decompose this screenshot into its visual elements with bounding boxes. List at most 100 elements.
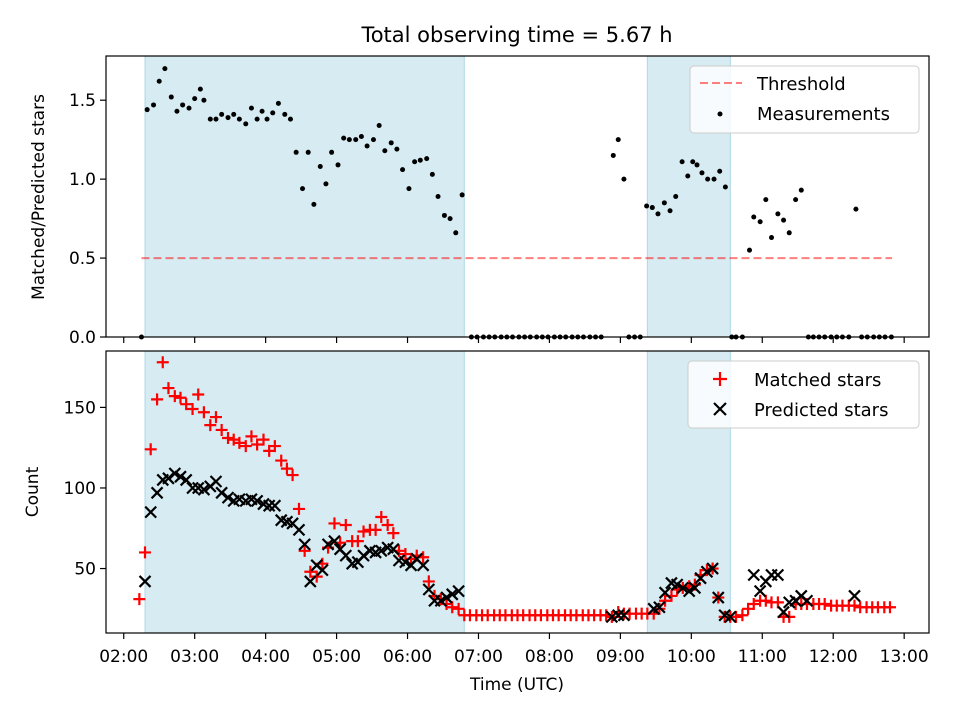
x-tick-label: 12:00 [809, 647, 858, 667]
measurement-point [174, 108, 180, 114]
measurement-point [162, 66, 168, 72]
matched-star-marker [375, 510, 388, 523]
measurement-point [248, 105, 254, 111]
predicted-star-marker [292, 523, 306, 537]
bottom-legend: Matched stars Predicted stars [687, 360, 920, 429]
predicted-star-marker [168, 467, 182, 480]
measurement-point [711, 176, 717, 182]
measurement-point [317, 164, 323, 170]
matched-star-marker [292, 502, 305, 515]
matched-star-marker [268, 440, 281, 453]
measurement-point [225, 115, 231, 121]
measurement-point [690, 159, 696, 165]
matched-star-marker [304, 565, 317, 578]
measurement-point [424, 156, 430, 162]
measurement-point [382, 148, 388, 154]
matched-star-marker [736, 609, 749, 622]
predicted-star-marker [617, 608, 631, 622]
measurement-point [270, 110, 276, 116]
measurement-point [793, 197, 799, 203]
matched-star-marker [275, 454, 288, 467]
measurement-point [768, 235, 774, 241]
x-tick-label: 02:00 [99, 647, 148, 667]
predicted-star-marker [174, 470, 187, 483]
measurement-point [763, 197, 769, 203]
measurement-point [243, 121, 249, 127]
predicted-star-marker [316, 563, 329, 577]
predicted-star-marker [197, 483, 211, 496]
matched-star-marker [192, 388, 205, 401]
measurement-point [441, 212, 447, 218]
shaded-interval [144, 55, 465, 338]
matched-star-marker [174, 391, 187, 404]
legend-measurements-label: Measurements [757, 104, 890, 125]
x-tick-label: 10:00 [667, 647, 716, 667]
measurement-point [673, 194, 679, 199]
predicted-star-marker [724, 610, 737, 624]
matched-star-marker [387, 527, 400, 540]
matched-star-marker [771, 596, 784, 609]
legend-matched-label: Matched stars [754, 370, 881, 391]
predicted-star-marker [144, 505, 157, 519]
x-tick-label: 03:00 [170, 647, 219, 667]
predicted-star-marker [747, 568, 761, 582]
x-tick-label: 09:00 [596, 647, 645, 667]
predicted-star-marker [777, 605, 790, 619]
top-x-ticks [123, 337, 905, 343]
measurement-point [717, 168, 723, 174]
predicted-star-marker [653, 600, 666, 614]
measurement-point [775, 211, 781, 217]
matched-star-marker [446, 601, 459, 614]
predicted-star-marker [298, 538, 311, 551]
matched-star-marker [133, 593, 146, 606]
measurement-point [621, 176, 627, 182]
measurement-point [254, 116, 260, 122]
matched-star-marker [222, 432, 235, 445]
measurement-point [151, 102, 157, 108]
predicted-star-marker [422, 583, 436, 596]
predicted-star-marker [676, 581, 690, 595]
measurement-point [747, 247, 753, 253]
top-legend-frame [689, 65, 920, 134]
matched-star-marker [848, 599, 861, 612]
measurement-point [293, 149, 299, 155]
predicted-star-marker [753, 584, 767, 598]
predicted-star-marker [209, 475, 223, 488]
top-shaded-intervals [144, 55, 731, 338]
measurement-point [364, 143, 370, 149]
bottom-x-ticks: 02:00 03:00 04:00 05:00 06:00 07:00 08:00 09:00… [99, 633, 929, 667]
measurement-point [370, 137, 376, 143]
measurement-point [705, 176, 711, 182]
measurement-point [300, 186, 306, 192]
matched-star-marker [818, 597, 831, 610]
matched-star-marker [286, 469, 299, 482]
predicted-star-marker [445, 588, 459, 601]
predicted-star-marker [328, 534, 341, 548]
predicted-star-marker [800, 594, 814, 608]
measurement-point [798, 187, 804, 193]
predicted-star-marker [339, 549, 353, 562]
measurement-point [282, 111, 288, 117]
top-axes-frame [105, 55, 930, 338]
predicted-star-marker [712, 591, 725, 604]
measurement-point [197, 86, 203, 92]
matched-star-marker [257, 433, 270, 446]
predicted-star-points [138, 467, 861, 624]
matched-star-marker [144, 443, 157, 456]
matched-star-marker [204, 419, 217, 432]
matched-star-marker [310, 570, 323, 583]
measurement-point [346, 137, 352, 143]
predicted-star-marker [452, 584, 465, 598]
measurement-point [236, 116, 242, 122]
matched-star-marker [653, 602, 666, 615]
predicted-star-marker [434, 594, 448, 608]
matched-star-marker [747, 597, 760, 610]
predicted-star-marker [688, 581, 702, 595]
matched-star-marker [168, 390, 181, 403]
legend-matched-swatch [713, 372, 727, 386]
predicted-star-marker [658, 586, 672, 599]
legend-predicted-swatch [713, 402, 727, 416]
matched-star-marker [245, 430, 258, 443]
y-tick-label: 1.5 [69, 91, 96, 111]
